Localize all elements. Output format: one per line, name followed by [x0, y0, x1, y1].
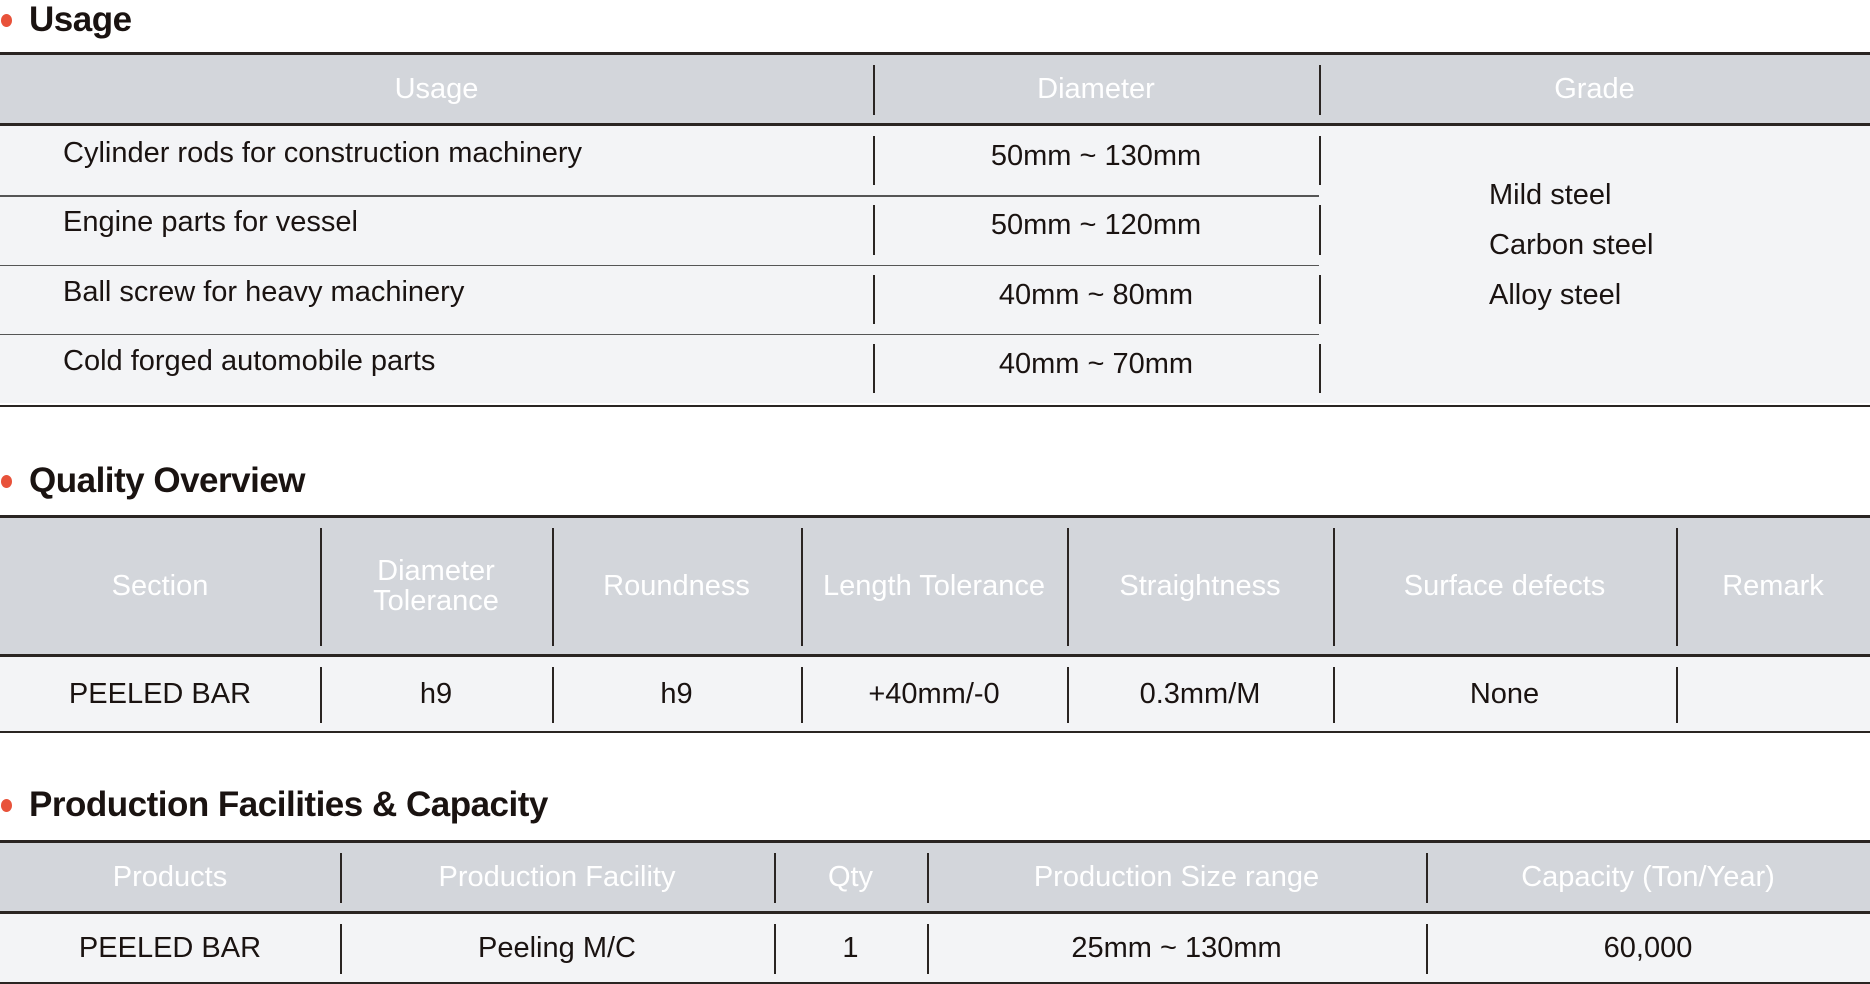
column-divider	[801, 528, 803, 646]
header-cell: Production Size range	[1033, 860, 1320, 893]
diameter-cell: 50mm ~ 130mm	[990, 140, 1202, 173]
header-cell: Qty	[827, 860, 874, 893]
column-divider	[1319, 274, 1321, 324]
header-grade: Grade	[1554, 72, 1635, 105]
data-cell: 1	[842, 931, 859, 964]
data-cell: None	[1469, 677, 1540, 710]
column-divider	[1319, 343, 1321, 393]
column-divider	[873, 343, 875, 393]
column-divider	[1426, 853, 1428, 903]
bullet-icon	[1, 13, 12, 27]
quality-table: Section Diameter Tolerance Roundness Length…	[0, 515, 1870, 733]
column-divider	[1067, 528, 1069, 646]
column-divider	[774, 853, 776, 903]
usage-cell: Ball screw for heavy machinery	[63, 275, 465, 308]
column-divider	[320, 667, 322, 723]
bullet-icon	[1, 474, 12, 488]
quality-table-row: PEELED BAR h9 h9 +40mm/-0 0.3mm/M None	[0, 657, 1870, 731]
column-divider	[1333, 528, 1335, 646]
data-cell: 25mm ~ 130mm	[1071, 931, 1282, 964]
grade-cell: Mild steel Carbon steel Alloy steel	[1319, 86, 1829, 403]
column-divider	[1426, 924, 1428, 974]
data-cell: h9	[419, 677, 453, 710]
column-divider	[1319, 136, 1321, 186]
column-divider	[873, 274, 875, 324]
usage-cell: Cylinder rods for construction machinery	[63, 137, 582, 170]
column-divider	[873, 65, 875, 115]
diameter-cell: 40mm ~ 80mm	[998, 278, 1194, 311]
header-cell: Production Facility	[438, 860, 676, 893]
header-cell: Length Tolerance	[823, 569, 1045, 602]
diameter-cell: 50mm ~ 120mm	[990, 209, 1202, 242]
row-divider	[0, 264, 1319, 266]
column-divider	[801, 667, 803, 723]
header-cell: Products	[112, 860, 228, 893]
quality-title-text: Quality Overview	[29, 461, 306, 500]
usage-table-header: Usage Diameter Grade	[0, 55, 1870, 126]
column-divider	[340, 924, 342, 974]
quality-table-header: Section Diameter Tolerance Roundness Length…	[0, 518, 1870, 657]
header-cell: Roundness	[603, 569, 750, 602]
column-divider	[320, 528, 322, 646]
grade-item: Alloy steel	[1489, 278, 1622, 311]
row-divider	[0, 195, 1319, 197]
data-cell: PEELED BAR	[68, 677, 252, 710]
bullet-icon	[1, 798, 12, 812]
data-cell: +40mm/-0	[868, 677, 1000, 710]
usage-section-title: Usage	[0, 0, 132, 40]
data-cell: 60,000	[1603, 931, 1693, 964]
header-diameter: Diameter	[1037, 72, 1155, 105]
column-divider	[1319, 65, 1321, 115]
column-divider	[1319, 205, 1321, 255]
header-cell: Diameter Tolerance	[373, 554, 499, 617]
column-divider	[927, 853, 929, 903]
data-cell: PEELED BAR	[78, 931, 262, 964]
data-cell: h9	[660, 677, 693, 710]
usage-cell: Cold forged automobile parts	[63, 344, 436, 377]
usage-title-text: Usage	[29, 0, 132, 39]
production-table: Products Production Facility Qty Production…	[0, 840, 1870, 984]
production-table-header: Products Production Facility Qty Production…	[0, 843, 1870, 914]
grade-item: Carbon steel	[1489, 228, 1654, 261]
column-divider	[552, 667, 554, 723]
column-divider	[1676, 528, 1678, 646]
column-divider	[927, 924, 929, 974]
header-cell: Section	[111, 569, 209, 602]
quality-section-title: Quality Overview	[0, 461, 306, 501]
column-divider	[873, 205, 875, 255]
header-cell: Capacity (Ton/Year)	[1521, 860, 1775, 893]
production-table-row: PEELED BAR Peeling M/C 1 25mm ~ 130mm 60,000	[0, 914, 1870, 982]
column-divider	[552, 528, 554, 646]
header-usage: Usage	[394, 72, 479, 105]
data-cell: 0.3mm/M	[1139, 677, 1261, 710]
header-cell: Remark	[1722, 569, 1824, 602]
production-section-title: Production Facilities & Capacity	[0, 785, 548, 825]
usage-table: Usage Diameter Grade Cylinder rods for c…	[0, 52, 1870, 407]
column-divider	[1676, 667, 1678, 723]
usage-table-body: Cylinder rods for construction machinery…	[0, 126, 1870, 403]
production-title-text: Production Facilities & Capacity	[29, 785, 548, 824]
data-cell: Peeling M/C	[478, 931, 636, 964]
column-divider	[873, 136, 875, 186]
column-divider	[1067, 667, 1069, 723]
usage-cell: Engine parts for vessel	[63, 206, 358, 239]
data-cell	[1676, 657, 1870, 731]
header-cell: Straightness	[1119, 569, 1281, 602]
row-divider	[0, 333, 1319, 336]
header-cell: Surface defects	[1403, 569, 1606, 602]
column-divider	[1333, 667, 1335, 723]
column-divider	[340, 853, 342, 903]
column-divider	[774, 924, 776, 974]
diameter-cell: 40mm ~ 70mm	[998, 347, 1194, 380]
grade-item: Mild steel	[1489, 178, 1612, 211]
